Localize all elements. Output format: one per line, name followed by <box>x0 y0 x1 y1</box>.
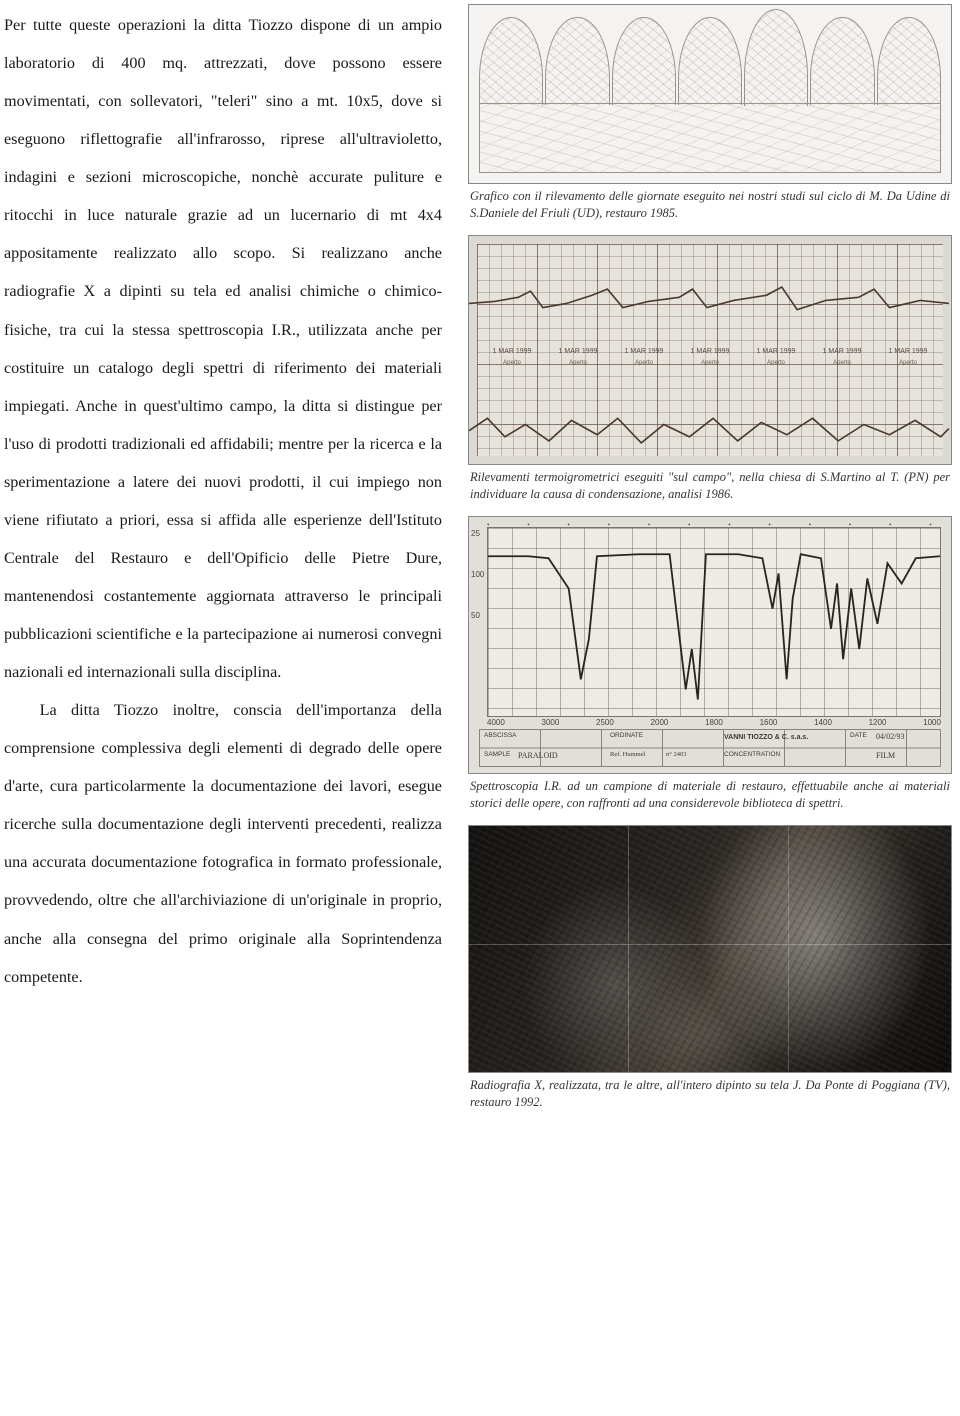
figure-2: 1 MAR 19991 MAR 19991 MAR 19991 MAR 1999… <box>468 235 952 502</box>
tick-label: 1 MAR 1999 <box>875 348 941 355</box>
x-tick: 4000 <box>487 718 505 727</box>
arch-row <box>479 17 941 105</box>
figure-2-caption: Rilevamenti termoigrometrici eseguiti "s… <box>468 465 952 502</box>
figure-4-image <box>468 825 952 1073</box>
tick-sublabel: Aperto <box>875 360 941 366</box>
figures-column: Grafico con il rilevamento delle giornat… <box>460 0 960 1416</box>
figure-3: • • • • • • • • • • • • • • • • • • • • … <box>468 516 952 811</box>
form-date-value: 04/02/93 <box>876 732 904 741</box>
x-tick: 1000 <box>923 718 941 727</box>
figure-1-caption: Grafico con il rilevamento delle giornat… <box>468 184 952 221</box>
figure-1-image <box>468 4 952 184</box>
tick-label: 1 MAR 1999 <box>545 348 611 355</box>
arch <box>612 17 676 105</box>
form-concentration: CONCENTRATION <box>724 751 780 758</box>
lower-panel <box>479 103 941 173</box>
arch <box>877 17 941 105</box>
figure-1: Grafico con il rilevamento delle giornat… <box>468 4 952 221</box>
y-tick: 25 <box>471 529 484 538</box>
tick-label: 1 MAR 1999 <box>611 348 677 355</box>
x-tick: 1600 <box>760 718 778 727</box>
y-tick: 50 <box>471 611 484 620</box>
form-company: VANNI TIOZZO & C. s.a.s. <box>724 734 808 741</box>
y-axis-ticks: 25 100 50 <box>471 529 484 620</box>
x-tick: 3000 <box>542 718 560 727</box>
paragraph-1: Per tutte queste operazioni la ditta Tio… <box>4 6 442 691</box>
arch <box>545 17 609 105</box>
tick-label: 1 MAR 1999 <box>677 348 743 355</box>
spectrum-form: ABSCISSA ORDINATE SAMPLE PARALOID Ref. H… <box>479 729 941 767</box>
figure-4-caption: Radiografia X, realizzata, tra le altre,… <box>468 1073 952 1110</box>
form-film: FILM <box>876 751 895 760</box>
form-sample-label: SAMPLE <box>484 751 510 758</box>
x-tick: 1200 <box>869 718 887 727</box>
tick-sublabel: Aperto <box>677 360 743 366</box>
figure-3-caption: Spettroscopia I.R. ad un campione di mat… <box>468 774 952 811</box>
tick-sublabel: Aperto <box>743 360 809 366</box>
x-tick: 2500 <box>596 718 614 727</box>
x-tick: 2000 <box>651 718 669 727</box>
tick-label: 1 MAR 1999 <box>743 348 809 355</box>
tick-sublabel: Aperto <box>479 360 545 366</box>
xray-noise <box>469 826 951 1072</box>
x-tick-sublabels: ApertoApertoApertoApertoApertoApertoAper… <box>479 360 941 366</box>
arch <box>810 17 874 105</box>
x-tick: 1400 <box>814 718 832 727</box>
form-abscissa-label: ABSCISSA <box>484 732 517 739</box>
arch <box>678 17 742 105</box>
tick-label: 1 MAR 1999 <box>479 348 545 355</box>
form-ordinate-label: ORDINATE <box>610 732 643 739</box>
form-sample-value: PARALOID <box>518 751 558 760</box>
x-axis-ticks: 4000 3000 2500 2000 1800 1600 1400 1200 1000 <box>487 718 941 727</box>
spectrum-grid <box>487 527 941 717</box>
form-ref: Ref. Hummel <box>610 751 645 758</box>
trace-upper <box>469 287 949 310</box>
tick-sublabel: Aperto <box>809 360 875 366</box>
figure-4: Radiografia X, realizzata, tra le altre,… <box>468 825 952 1110</box>
y-tick: 100 <box>471 570 484 579</box>
tick-sublabel: Aperto <box>545 360 611 366</box>
form-ref-no: n° 2403 <box>666 751 686 758</box>
trace-lower <box>469 418 949 443</box>
arch-central <box>744 9 808 106</box>
arch <box>479 17 543 105</box>
x-tick-labels: 1 MAR 19991 MAR 19991 MAR 19991 MAR 1999… <box>479 348 941 355</box>
spectrum-trace <box>488 528 940 720</box>
tick-sublabel: Aperto <box>611 360 677 366</box>
body-text-column: Per tutte queste operazioni la ditta Tio… <box>0 0 460 1416</box>
paragraph-2: La ditta Tiozzo inoltre, conscia dell'im… <box>4 691 442 996</box>
x-tick: 1800 <box>705 718 723 727</box>
figure-2-image: 1 MAR 19991 MAR 19991 MAR 19991 MAR 1999… <box>468 235 952 465</box>
form-date-label: DATE <box>850 732 867 739</box>
tick-label: 1 MAR 1999 <box>809 348 875 355</box>
figure-3-image: • • • • • • • • • • • • • • • • • • • • … <box>468 516 952 774</box>
